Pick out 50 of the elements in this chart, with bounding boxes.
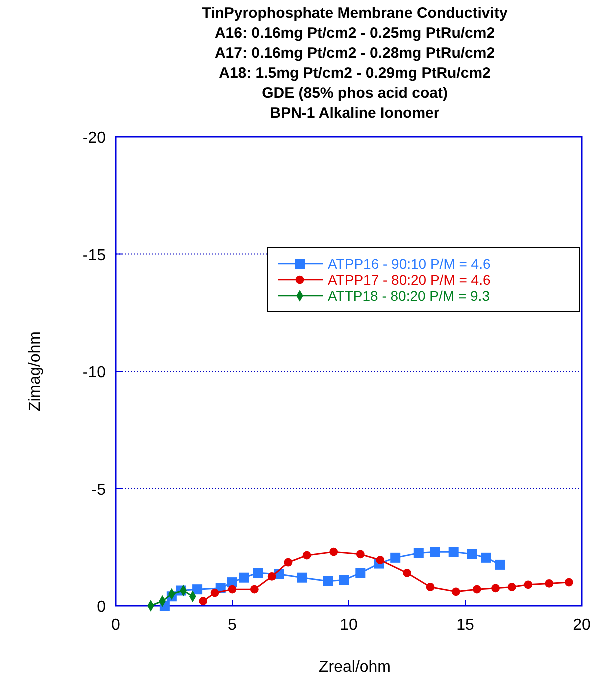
x-tick-label: 5 [228, 617, 238, 634]
point [448, 547, 459, 558]
y-tick-label: -10 [82, 364, 106, 382]
point [199, 597, 208, 606]
point [284, 558, 293, 567]
y-tick-label: -20 [82, 130, 106, 147]
point [297, 572, 308, 583]
x-tick-label: 20 [573, 617, 591, 634]
point [330, 548, 338, 556]
point [356, 568, 366, 578]
y-axis-title: Zimag/ohm [27, 331, 44, 412]
x-tick-label: 10 [340, 617, 358, 634]
x-tick-label: 0 [112, 617, 121, 634]
point [565, 578, 574, 587]
point [403, 568, 412, 578]
point [228, 585, 237, 594]
legend-label: ATPP16 - 90:10 P/M = 4.6 [328, 256, 491, 272]
point [472, 585, 482, 594]
point [481, 552, 492, 563]
point [268, 572, 276, 581]
point [545, 580, 554, 588]
point [302, 551, 312, 560]
point [356, 550, 365, 559]
x-tick-label: 15 [456, 617, 474, 634]
point [524, 580, 533, 590]
y-tick-label: -15 [82, 247, 106, 264]
point [492, 584, 500, 593]
point [376, 556, 385, 564]
point [430, 547, 440, 558]
point [339, 575, 350, 586]
chart-title: TinPyrophosphate Membrane Conductivity [202, 5, 508, 22]
y-tick-label: 0 [97, 599, 106, 616]
legend-label: ATTP18 - 80:20 P/M = 9.3 [328, 288, 490, 304]
point [192, 584, 203, 595]
y-tick-label: -5 [92, 482, 106, 499]
point [495, 560, 506, 570]
point [253, 568, 264, 578]
point [239, 572, 250, 583]
chart-subtitle: A16: 0.16mg Pt/cm2 - 0.25mg PtRu/cm2 A17: 0.16mg Pt/cm2 - 0.28mg PtRu/cm2 A18: 1.5mg Pt/cm2 - 0.29mg PtRu/cm2 GDE (85% phos acid coat) BPN-1 Alkaline Ionomer [214, 25, 496, 122]
point [323, 576, 334, 586]
x-axis-title: Zreal/ohm [318, 659, 392, 676]
point [390, 552, 401, 563]
point [250, 585, 259, 594]
point [210, 588, 220, 598]
point [414, 548, 424, 558]
point [508, 583, 516, 592]
point [426, 583, 435, 592]
point [467, 549, 478, 560]
point [452, 588, 460, 596]
legend-label: ATPP17 - 80:20 P/M = 4.6 [328, 272, 491, 288]
